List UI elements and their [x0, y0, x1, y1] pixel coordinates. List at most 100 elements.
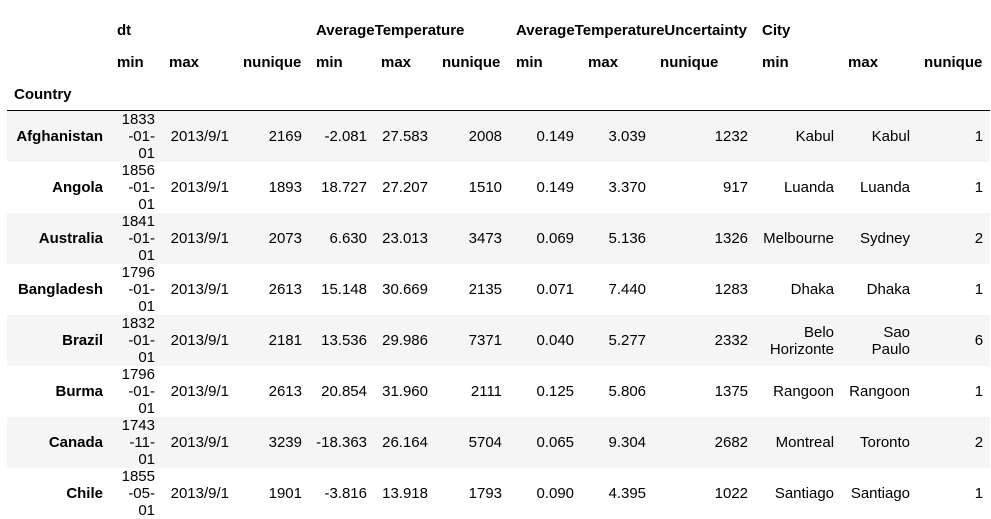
cell: 7371 [435, 315, 509, 366]
cell: 27.207 [374, 162, 435, 213]
cell: 0.071 [509, 264, 581, 315]
cell: 2013/9/1 [162, 264, 236, 315]
cell: 23.013 [374, 213, 435, 264]
cell: 1 [917, 468, 990, 519]
cell: 1832-01-01 [110, 315, 162, 366]
cell: 2169 [236, 111, 309, 163]
header-cell [309, 78, 374, 111]
header-cell [653, 78, 755, 111]
cell: 2181 [236, 315, 309, 366]
group-header: AverageTemperatureUncertainty [509, 14, 755, 46]
cell: Sao Paulo [841, 315, 917, 366]
cell: 0.090 [509, 468, 581, 519]
cell: 1796-01-01 [110, 264, 162, 315]
cell: 2008 [435, 111, 509, 163]
header-cell [755, 78, 841, 111]
cell: 2013/9/1 [162, 366, 236, 417]
sub-header: nunique [917, 46, 990, 78]
sub-header: min [755, 46, 841, 78]
cell: 2013/9/1 [162, 468, 236, 519]
cell: 1283 [653, 264, 755, 315]
header-cell [7, 46, 110, 78]
cell: 2 [917, 417, 990, 468]
sub-header: max [374, 46, 435, 78]
cell: Dhaka [841, 264, 917, 315]
cell: Luanda [755, 162, 841, 213]
cell: 7.440 [581, 264, 653, 315]
cell: 1 [917, 162, 990, 213]
cell: 3239 [236, 417, 309, 468]
header-cell [917, 78, 990, 111]
cell: 1375 [653, 366, 755, 417]
header-cell [841, 78, 917, 111]
sub-header: nunique [653, 46, 755, 78]
cell: 2013/9/1 [162, 111, 236, 163]
header-cell [236, 78, 309, 111]
cell: 18.727 [309, 162, 374, 213]
cell: Rangoon [755, 366, 841, 417]
cell: 0.040 [509, 315, 581, 366]
cell: 1743-11-01 [110, 417, 162, 468]
cell: 1841-01-01 [110, 213, 162, 264]
cell: 1 [917, 264, 990, 315]
cell: Luanda [841, 162, 917, 213]
cell: 917 [653, 162, 755, 213]
cell: 1901 [236, 468, 309, 519]
group-header: AverageTemperature [309, 14, 509, 46]
header-cell [435, 78, 509, 111]
cell: 5.806 [581, 366, 653, 417]
cell: 1856-01-01 [110, 162, 162, 213]
header-cell [374, 78, 435, 111]
cell: 6.630 [309, 213, 374, 264]
cell: 1 [917, 111, 990, 163]
cell: 3473 [435, 213, 509, 264]
cell: 29.986 [374, 315, 435, 366]
cell: 2073 [236, 213, 309, 264]
index-name: Country [7, 78, 110, 111]
header-row: Country [7, 78, 990, 111]
row-label: Brazil [7, 315, 110, 366]
cell: 4.395 [581, 468, 653, 519]
sub-header: max [581, 46, 653, 78]
cell: Kabul [755, 111, 841, 163]
cell: -2.081 [309, 111, 374, 163]
cell: -18.363 [309, 417, 374, 468]
cell: 1232 [653, 111, 755, 163]
cell: 1893 [236, 162, 309, 213]
cell: 0.065 [509, 417, 581, 468]
sub-header: min [509, 46, 581, 78]
cell: 2682 [653, 417, 755, 468]
cell: 0.149 [509, 111, 581, 163]
row-label: Afghanistan [7, 111, 110, 163]
cell: 6 [917, 315, 990, 366]
cell: 5.277 [581, 315, 653, 366]
cell: Santiago [841, 468, 917, 519]
cell: 26.164 [374, 417, 435, 468]
cell: Montreal [755, 417, 841, 468]
cell: 2613 [236, 366, 309, 417]
cell: 3.370 [581, 162, 653, 213]
cell: 2613 [236, 264, 309, 315]
cell: 2013/9/1 [162, 315, 236, 366]
group-header: dt [110, 14, 309, 46]
cell: 30.669 [374, 264, 435, 315]
cell: 27.583 [374, 111, 435, 163]
header-cell [581, 78, 653, 111]
cell: 5.136 [581, 213, 653, 264]
cell: 15.148 [309, 264, 374, 315]
sub-header: min [110, 46, 162, 78]
cell: 0.149 [509, 162, 581, 213]
cell: 1793 [435, 468, 509, 519]
cell: Toronto [841, 417, 917, 468]
row-label: Chile [7, 468, 110, 519]
cell: 0.069 [509, 213, 581, 264]
